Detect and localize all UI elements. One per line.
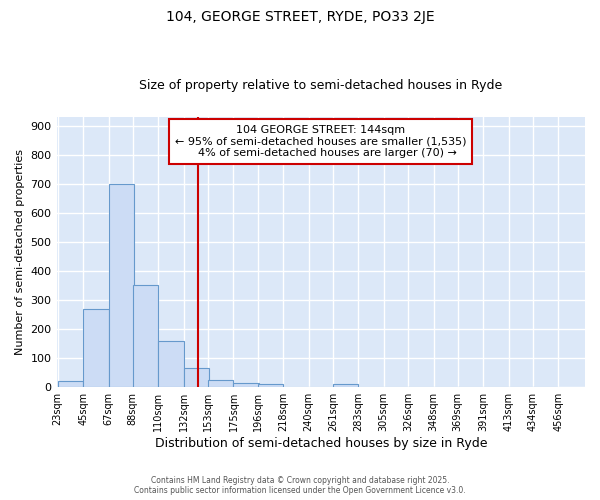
Text: 104 GEORGE STREET: 144sqm
← 95% of semi-detached houses are smaller (1,535)
    : 104 GEORGE STREET: 144sqm ← 95% of semi-… [175, 125, 467, 158]
Y-axis label: Number of semi-detached properties: Number of semi-detached properties [15, 149, 25, 355]
X-axis label: Distribution of semi-detached houses by size in Ryde: Distribution of semi-detached houses by … [155, 437, 487, 450]
Bar [208, 380, 233, 387]
Bar [333, 384, 358, 387]
Bar [83, 308, 109, 387]
Bar [109, 184, 134, 387]
Text: 104, GEORGE STREET, RYDE, PO33 2JE: 104, GEORGE STREET, RYDE, PO33 2JE [166, 10, 434, 24]
Bar [58, 382, 83, 387]
Bar [184, 368, 209, 387]
Bar [258, 384, 283, 387]
Text: Contains HM Land Registry data © Crown copyright and database right 2025.
Contai: Contains HM Land Registry data © Crown c… [134, 476, 466, 495]
Title: Size of property relative to semi-detached houses in Ryde: Size of property relative to semi-detach… [139, 79, 502, 92]
Bar [133, 286, 158, 387]
Bar [158, 340, 184, 387]
Bar [233, 383, 259, 387]
